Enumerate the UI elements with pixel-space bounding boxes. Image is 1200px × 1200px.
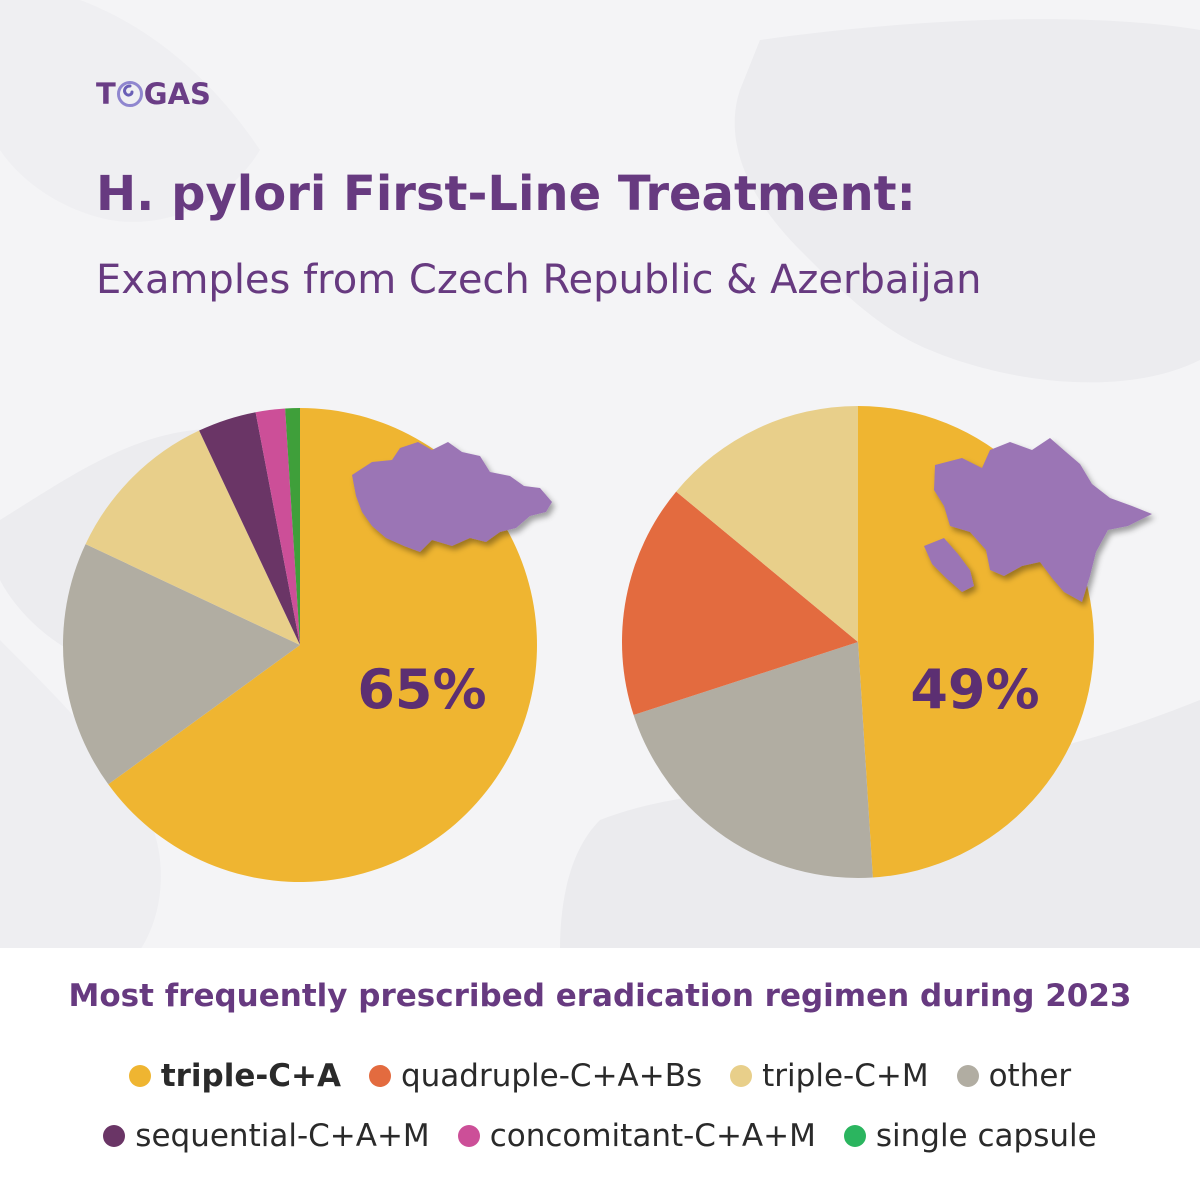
logo-swirl-icon	[116, 81, 143, 107]
czech-republic-map-icon	[352, 442, 552, 552]
logo-text-left: T	[96, 77, 116, 111]
legend-row-2: sequential-C+A+M concomitant-C+A+M single …	[0, 1118, 1200, 1154]
legend-label: other	[988, 1058, 1072, 1094]
legend-swatch	[128, 1065, 151, 1087]
pie-slice-other	[633, 642, 873, 878]
legend-label: triple-C+M	[762, 1058, 929, 1094]
legend-swatch	[368, 1065, 391, 1087]
legend-item-sequential-c-a-m: sequential-C+A+M	[103, 1118, 430, 1154]
chart-caption: Most frequently prescribed eradication r…	[68, 978, 1132, 1014]
legend-item-other: other	[956, 1058, 1072, 1094]
legend-item-triple-c-a: triple-C+A	[128, 1058, 341, 1094]
legend-label: quadruple-C+A+Bs	[400, 1058, 703, 1094]
legend-row-1: triple-C+A quadruple-C+A+Bs triple-C+M othe…	[0, 1058, 1200, 1094]
legend-label: triple-C+A	[160, 1058, 341, 1094]
legend-swatch	[103, 1125, 126, 1147]
pie-czech-republic-value: 65%	[357, 658, 486, 721]
pie-charts: 65% 49%	[62, 406, 1152, 882]
legend-label: sequential-C+A+M	[135, 1118, 430, 1154]
legend-item-quadruple-c-a-bs: quadruple-C+A+Bs	[368, 1058, 703, 1094]
pie-slice-triple-c-m	[85, 430, 300, 645]
pie-slice-triple-c-m	[676, 406, 858, 642]
bottom-panel	[0, 948, 1200, 1200]
legend-item-triple-c-m: triple-C+M	[730, 1058, 929, 1094]
page-title: H. pylori First-Line Treatment:	[96, 166, 916, 222]
pie-slice-concomitant-c-a-m	[255, 408, 300, 645]
pie-slice-other	[62, 544, 301, 785]
page-subtitle: Examples from Czech Republic & Azerbaija…	[96, 257, 982, 303]
legend-swatch	[843, 1125, 866, 1147]
legend-label: concomitant-C+A+M	[489, 1118, 816, 1154]
legend-swatch	[730, 1065, 753, 1087]
legend-item-single-capsule: single capsule	[843, 1118, 1097, 1154]
pie-azerbaijan-value: 49%	[910, 658, 1039, 721]
legend-label: single capsule	[875, 1118, 1097, 1154]
pie-slice-single-capsule	[285, 408, 300, 645]
pie-azerbaijan	[621, 406, 1094, 878]
legend-swatch	[457, 1125, 480, 1147]
legend-swatch	[956, 1065, 979, 1087]
pie-slice-quadruple-c-a-bs	[621, 491, 858, 715]
legend-item-concomitant-c-a-m: concomitant-C+A+M	[457, 1118, 816, 1154]
logo-text-right: GAS	[143, 77, 211, 111]
azerbaijan-map-icon	[934, 438, 1152, 602]
nakhchivan-map-icon	[924, 538, 974, 592]
togas-logo: T GAS	[96, 76, 211, 112]
pie-slice-sequential-c-a-m	[199, 412, 300, 645]
